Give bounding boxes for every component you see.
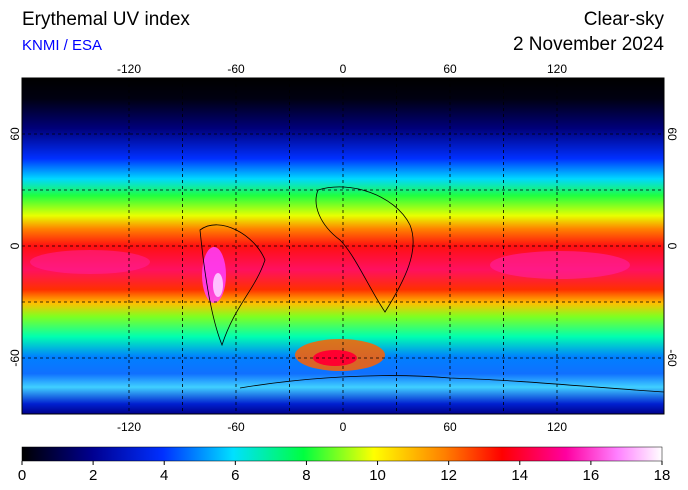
lon-tick-label-top: 60 [443, 62, 457, 76]
map-frame [21, 77, 665, 415]
lat-tick-label-right: -60 [665, 349, 679, 367]
colorbar-tick-label: 16 [583, 467, 600, 484]
pacific-high-uv [490, 251, 630, 279]
colorbar-tick-label: 0 [18, 467, 26, 484]
lon-tick-label-top: -60 [227, 62, 245, 76]
africa-coast [315, 186, 414, 313]
lat-tick-label-right: 0 [665, 243, 679, 250]
lat-tick-label-right: 60 [665, 127, 679, 141]
lon-tick-label-top: -120 [117, 62, 141, 76]
source: KNMI / ESA [22, 37, 102, 54]
colorbar-tick-label: 2 [89, 467, 97, 484]
lon-tick-label-top: 120 [547, 62, 567, 76]
colorbar-tick-label: 8 [302, 467, 310, 484]
lat-tick-label-left: 60 [8, 127, 22, 141]
lon-tick-label-bottom: -120 [117, 420, 141, 434]
south-america-coast [199, 224, 266, 347]
colorbar-tick-label: 4 [160, 467, 168, 484]
colorbar-tick-label: 10 [369, 467, 386, 484]
lon-tick-label-bottom: 60 [443, 420, 457, 434]
lat-tick-label-left: -60 [8, 349, 22, 367]
title: Erythemal UV index [22, 9, 190, 30]
colorbar-tick-label: 12 [440, 467, 457, 484]
colorbar [21, 446, 663, 462]
date: 2 November 2024 [513, 34, 664, 55]
lat-tick-label-left: 0 [8, 242, 22, 249]
colorbar-tick-label: 6 [231, 467, 239, 484]
lon-tick-label-bottom: -60 [227, 420, 245, 434]
lon-tick-label-bottom: 120 [547, 420, 567, 434]
lon-tick-label-top: 0 [340, 62, 347, 76]
andes-peak-uv [213, 273, 223, 297]
colorbar-tick-label: 14 [511, 467, 528, 484]
pacific-east-high-uv [30, 250, 150, 274]
colorbar-tick-label: 18 [654, 467, 671, 484]
condition: Clear-sky [584, 9, 665, 30]
graticule [22, 78, 664, 414]
lon-tick-label-bottom: 0 [340, 420, 347, 434]
